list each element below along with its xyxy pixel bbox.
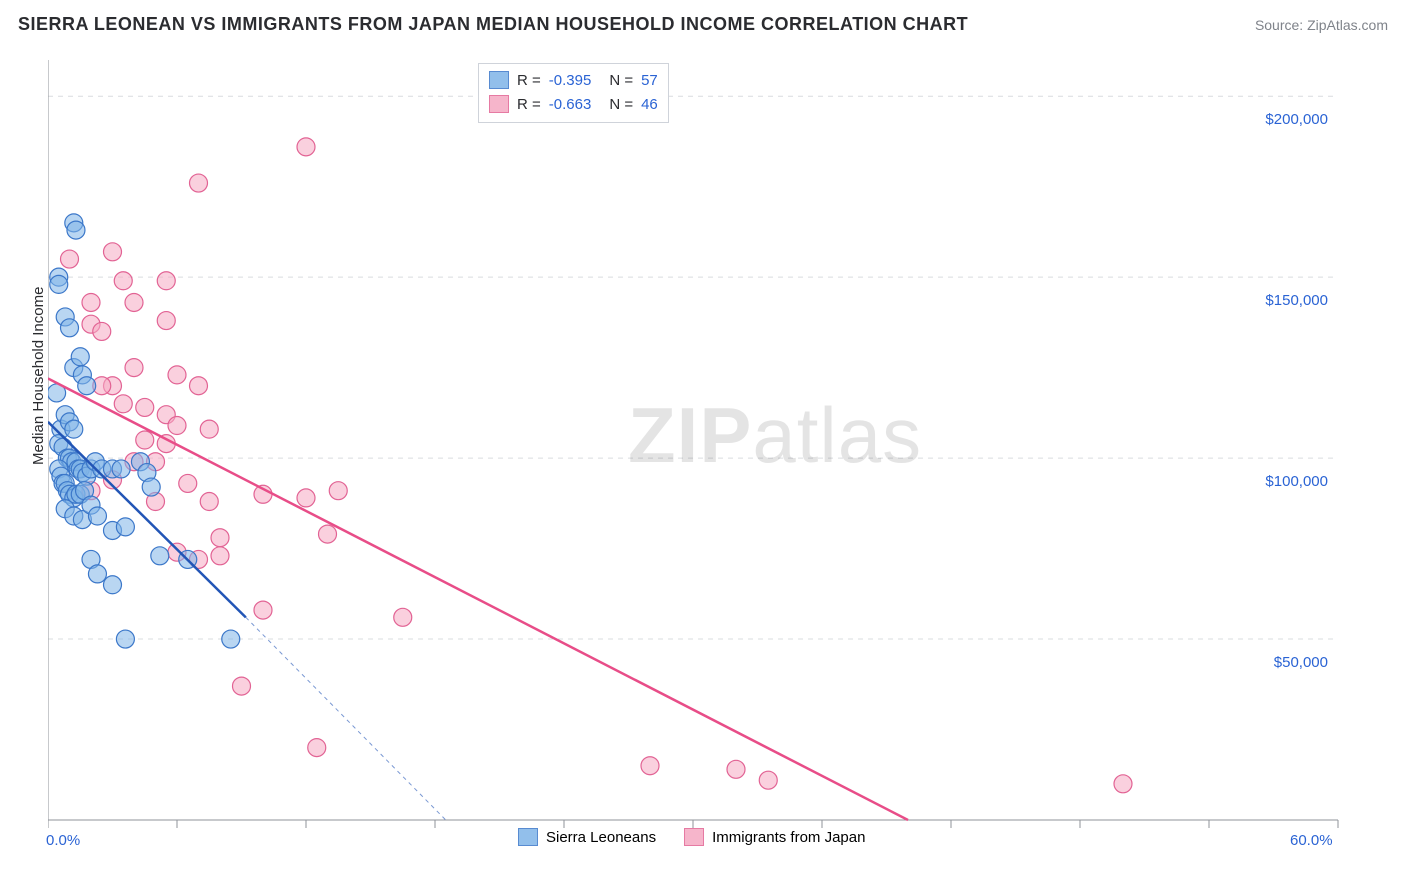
n-value-blue: 57	[641, 72, 658, 89]
svg-text:$200,000: $200,000	[1265, 111, 1328, 128]
svg-text:$150,000: $150,000	[1265, 292, 1328, 309]
legend-series: Sierra Leoneans Immigrants from Japan	[518, 828, 865, 846]
r-value-blue: -0.395	[549, 72, 592, 89]
legend-correlation: R = -0.395 N = 57 R = -0.663 N = 46	[478, 63, 669, 123]
swatch-blue	[518, 828, 538, 846]
chart-title: SIERRA LEONEAN VS IMMIGRANTS FROM JAPAN …	[18, 14, 968, 35]
watermark: ZIPatlas	[628, 390, 922, 481]
swatch-pink	[684, 828, 704, 846]
r-value-pink: -0.663	[549, 96, 592, 113]
legend-item-pink: Immigrants from Japan	[684, 828, 865, 846]
swatch-pink	[489, 95, 509, 113]
legend-row-pink: R = -0.663 N = 46	[489, 92, 658, 116]
swatch-blue	[489, 71, 509, 89]
chart-area: $50,000$100,000$150,000$200,000 Median H…	[48, 60, 1388, 850]
legend-row-blue: R = -0.395 N = 57	[489, 68, 658, 92]
y-axis-label: Median Household Income	[30, 287, 47, 465]
svg-text:$100,000: $100,000	[1265, 473, 1328, 490]
x-axis-max-label: 60.0%	[1290, 832, 1333, 849]
legend-item-blue: Sierra Leoneans	[518, 828, 656, 846]
series-name-pink: Immigrants from Japan	[712, 829, 865, 846]
n-value-pink: 46	[641, 96, 658, 113]
source-label: Source: ZipAtlas.com	[1255, 17, 1388, 33]
x-axis-min-label: 0.0%	[46, 832, 80, 849]
svg-text:$50,000: $50,000	[1274, 654, 1328, 671]
series-name-blue: Sierra Leoneans	[546, 829, 656, 846]
